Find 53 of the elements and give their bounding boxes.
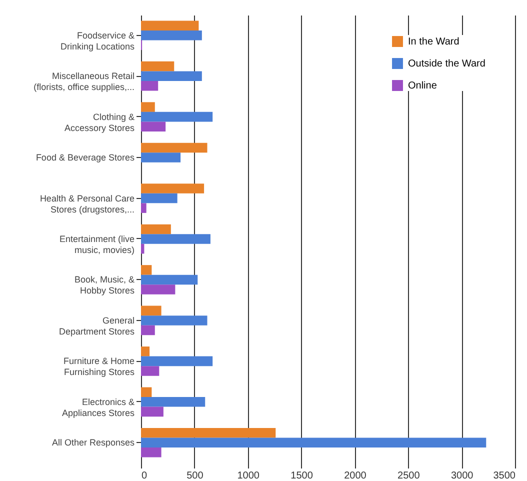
bar [141,244,144,254]
x-tick-label: 3000 [450,470,474,481]
bar [141,306,162,316]
bar [141,356,213,366]
bar [141,20,199,30]
x-tick-label: 0 [142,470,148,481]
bar [141,80,158,91]
bar [141,203,146,213]
x-tick-label: 2500 [398,470,420,481]
y-tick-label: Book, Music, & Hobby Stores [74,274,135,296]
bar [141,142,208,153]
y-tick-label: All Other Responses [52,438,135,448]
bar [141,224,171,234]
bar [141,122,166,132]
y-tick-label: General Department Stores [58,315,135,336]
y-tick-label: Foodservice & Drinking Locations [60,30,135,52]
bar [141,346,150,356]
legend-label: Outside the Ward [408,58,486,70]
legend-label: In the Ward [408,36,460,48]
bar [141,152,181,162]
x-tick-label: 3500 [493,470,516,481]
bar [141,284,176,294]
bar [141,265,152,275]
y-tick-label: Electronics & Appliances Stores [62,396,135,418]
bar [141,30,202,40]
legend-label: Online [408,80,438,92]
y-tick-label: Clothing & Accessory Stores [64,112,135,133]
x-tick-label: 1000 [237,470,260,481]
y-tick-label: Entertainment (live music, movies) [59,234,134,255]
bar [141,366,160,376]
bar [141,274,198,285]
x-tick-label: 2000 [344,470,367,481]
bar [141,316,208,326]
bar [141,428,276,438]
bar [141,102,155,112]
bar [141,234,210,244]
bar [141,61,174,72]
bar [141,406,164,417]
bar [141,397,206,407]
bar [141,448,162,458]
bar [141,387,152,398]
x-tick-label: 500 [186,470,204,481]
bar [141,71,202,81]
y-tick-label: Health & Personal Care Stores (drugstores,... [40,193,134,214]
y-tick-label: Food & Beverage Stores [36,152,135,163]
y-tick-label: Furniture & Home Furnishing Stores [63,356,135,378]
bar [141,438,486,448]
bar [141,325,155,336]
bar [141,193,178,204]
bar [141,184,204,194]
bar [141,112,213,122]
x-tick-label: 1500 [290,470,314,481]
y-tick-label: Miscellaneous Retail (florists, office supplies,... [34,71,134,92]
